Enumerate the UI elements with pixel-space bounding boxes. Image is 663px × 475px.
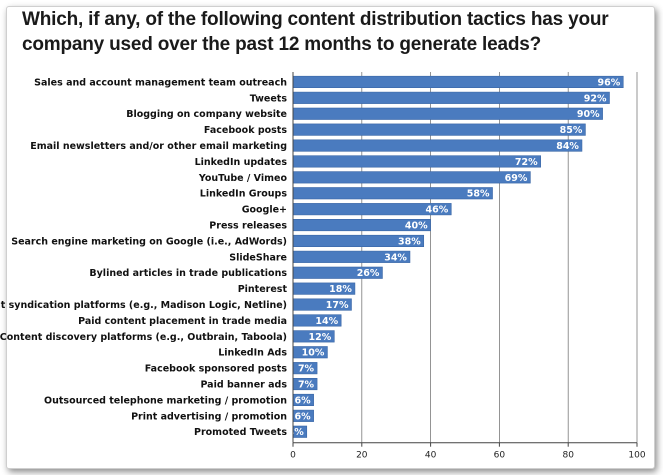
value-label-20: 6%	[294, 395, 311, 406]
value-label-11: 34%	[384, 252, 407, 263]
value-label-9: 40%	[405, 220, 428, 231]
category-label-0: Sales and account management team outrea…	[34, 77, 287, 88]
category-label-20: Outsourced telephone marketing / promoti…	[44, 395, 287, 406]
category-label-9: Press releases	[209, 220, 287, 231]
value-label-19: 7%	[298, 379, 315, 390]
category-label-7: LinkedIn Groups	[200, 189, 288, 200]
bar-1	[292, 91, 610, 104]
value-label-17: 10%	[302, 348, 325, 359]
value-label-1: 92%	[584, 93, 607, 104]
value-label-16: 12%	[309, 332, 332, 343]
bar-2	[292, 107, 603, 120]
category-label-1: Tweets	[250, 93, 288, 104]
category-label-16: Content discovery platforms (e.g., Outbr…	[0, 332, 287, 343]
category-label-21: Print advertising / promotion	[131, 411, 287, 422]
category-label-13: Pinterest	[238, 284, 288, 295]
value-label-15: 14%	[315, 316, 338, 327]
bar-0	[292, 75, 624, 88]
value-label-0: 96%	[597, 77, 620, 88]
value-label-22: 4%	[288, 427, 305, 438]
category-label-14: Content syndication platforms (e.g., Mad…	[0, 300, 287, 311]
category-label-10: Search engine marketing on Google (i.e.,…	[11, 236, 287, 247]
value-label-2: 90%	[577, 109, 600, 120]
bar-7	[292, 187, 493, 200]
category-label-2: Blogging on company website	[126, 109, 287, 120]
category-label-6: YouTube / Vimeo	[198, 173, 288, 184]
x-tick-label-0: 0	[290, 451, 296, 461]
value-label-6: 69%	[505, 173, 528, 184]
category-label-4: Email newsletters and/or other email mar…	[30, 141, 287, 152]
bar-6	[292, 171, 531, 184]
value-label-14: 17%	[326, 300, 349, 311]
x-tick-label-40: 40	[425, 451, 437, 461]
category-label-17: LinkedIn Ads	[218, 348, 287, 359]
category-label-19: Paid banner ads	[200, 379, 287, 390]
category-label-3: Facebook posts	[204, 125, 287, 136]
value-label-18: 7%	[298, 364, 315, 375]
category-label-11: SlideShare	[229, 252, 287, 263]
value-label-3: 85%	[560, 125, 583, 136]
x-tick-label-20: 20	[356, 451, 368, 461]
category-label-22: Promoted Tweets	[194, 427, 287, 438]
bar-4	[292, 139, 583, 152]
chart-title: Which, if any, of the following content …	[22, 9, 609, 55]
bar-3	[292, 123, 586, 136]
value-label-5: 72%	[515, 157, 538, 168]
value-label-12: 26%	[357, 268, 380, 279]
bar-5	[292, 155, 541, 168]
category-label-12: Bylined articles in trade publications	[89, 268, 287, 279]
value-label-21: 6%	[294, 411, 311, 422]
value-label-10: 38%	[398, 236, 421, 247]
x-tick-label-100: 100	[628, 451, 645, 461]
category-label-18: Facebook sponsored posts	[145, 364, 288, 375]
x-tick-label-60: 60	[494, 451, 506, 461]
value-label-13: 18%	[329, 284, 352, 295]
x-tick-label-80: 80	[562, 451, 574, 461]
value-label-8: 46%	[425, 205, 448, 216]
value-label-7: 58%	[467, 189, 490, 200]
category-label-8: Google+	[242, 205, 287, 216]
category-label-5: LinkedIn updates	[195, 157, 288, 168]
category-label-15: Paid content placement in trade media	[78, 316, 287, 327]
value-label-4: 84%	[556, 141, 579, 152]
